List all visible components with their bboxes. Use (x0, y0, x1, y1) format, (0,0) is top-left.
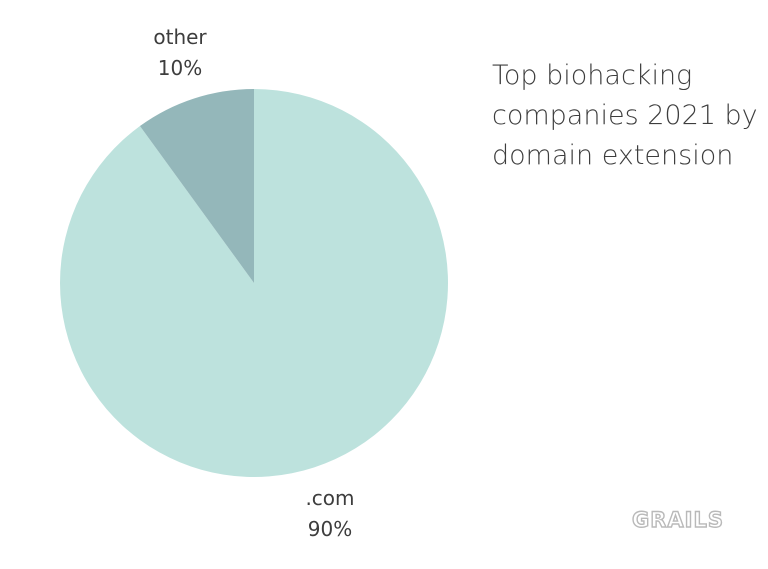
pie-slice-com (59, 89, 448, 477)
slice-value-com: 90% (308, 517, 352, 541)
slice-value-other: 10% (158, 56, 202, 80)
slice-label-com: .com (305, 486, 354, 510)
grails-watermark-logo: GRAILS (631, 507, 724, 532)
slice-label-other: other (153, 25, 207, 49)
chart-title-line-1: Top biohacking (492, 60, 693, 91)
chart-title-line-2: companies 2021 by (492, 100, 758, 131)
pie-slice-other (139, 89, 254, 283)
chart-title: Top biohacking companies 2021 by domain … (492, 56, 762, 176)
chart-title-line-3: domain extension (492, 140, 734, 171)
